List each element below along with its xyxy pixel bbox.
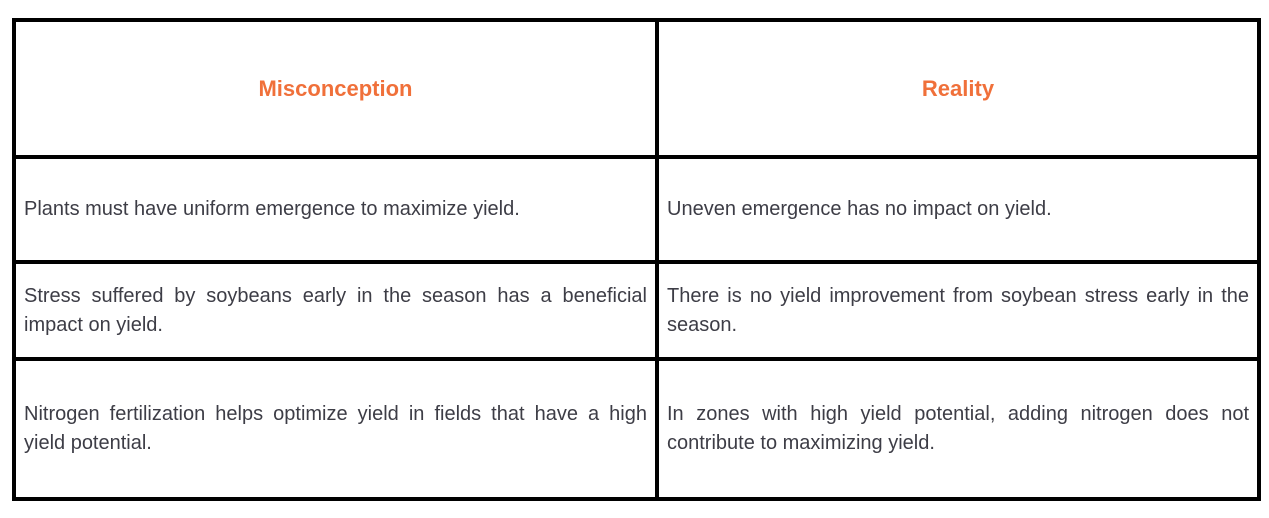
table-row: Stress suffered by soybeans early in the… [12,260,1261,361]
cell-misconception-3: Nitrogen fertilization helps optimize yi… [12,357,659,501]
table-row: Nitrogen fertilization helps optimize yi… [12,357,1261,501]
cell-misconception-1: Plants must have uniform emergence to ma… [12,155,659,264]
table-header-row: Misconception Reality [12,18,1261,159]
table-row: Plants must have uniform emergence to ma… [12,155,1261,264]
cell-reality-3: In zones with high yield potential, addi… [655,357,1261,501]
cell-reality-2: There is no yield improvement from soybe… [655,260,1261,361]
header-misconception: Misconception [12,18,659,159]
misconception-reality-table: Misconception Reality Plants must have u… [12,18,1261,501]
header-reality: Reality [655,18,1261,159]
cell-reality-1: Uneven emergence has no impact on yield. [655,155,1261,264]
cell-misconception-2: Stress suffered by soybeans early in the… [12,260,659,361]
